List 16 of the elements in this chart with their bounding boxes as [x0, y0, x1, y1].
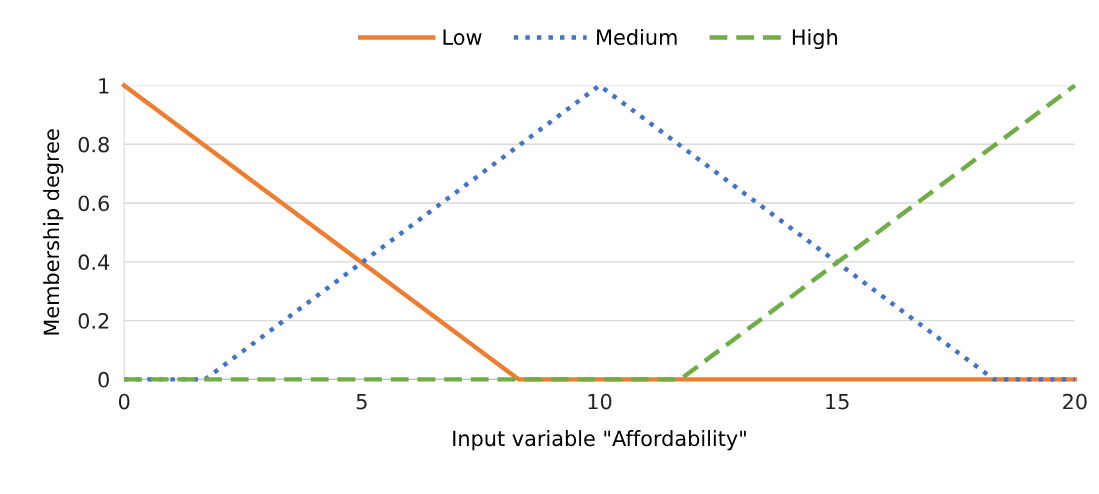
y-tick-label: 0.6	[78, 195, 109, 212]
x-axis-title: Input variable "Affordability"	[453, 430, 746, 451]
legend-label: Medium	[597, 28, 677, 46]
y-tick-label: 0.2	[78, 313, 109, 329]
x-tick-label: 0	[118, 393, 130, 410]
x-tick-label: 5	[356, 393, 367, 410]
y-axis-title: Membership degree	[43, 129, 64, 335]
x-tick-label: 10	[588, 393, 612, 410]
x-tick-label: 20	[1063, 393, 1087, 410]
legend-label: High	[792, 28, 837, 50]
y-tick-label: 0.4	[78, 254, 110, 271]
legend-label: Low	[443, 29, 482, 46]
y-tick-label: 0	[98, 371, 109, 388]
y-tick-label: 0.8	[78, 136, 109, 153]
y-tick-label: 1	[99, 78, 109, 94]
x-tick-label: 15	[826, 393, 849, 410]
